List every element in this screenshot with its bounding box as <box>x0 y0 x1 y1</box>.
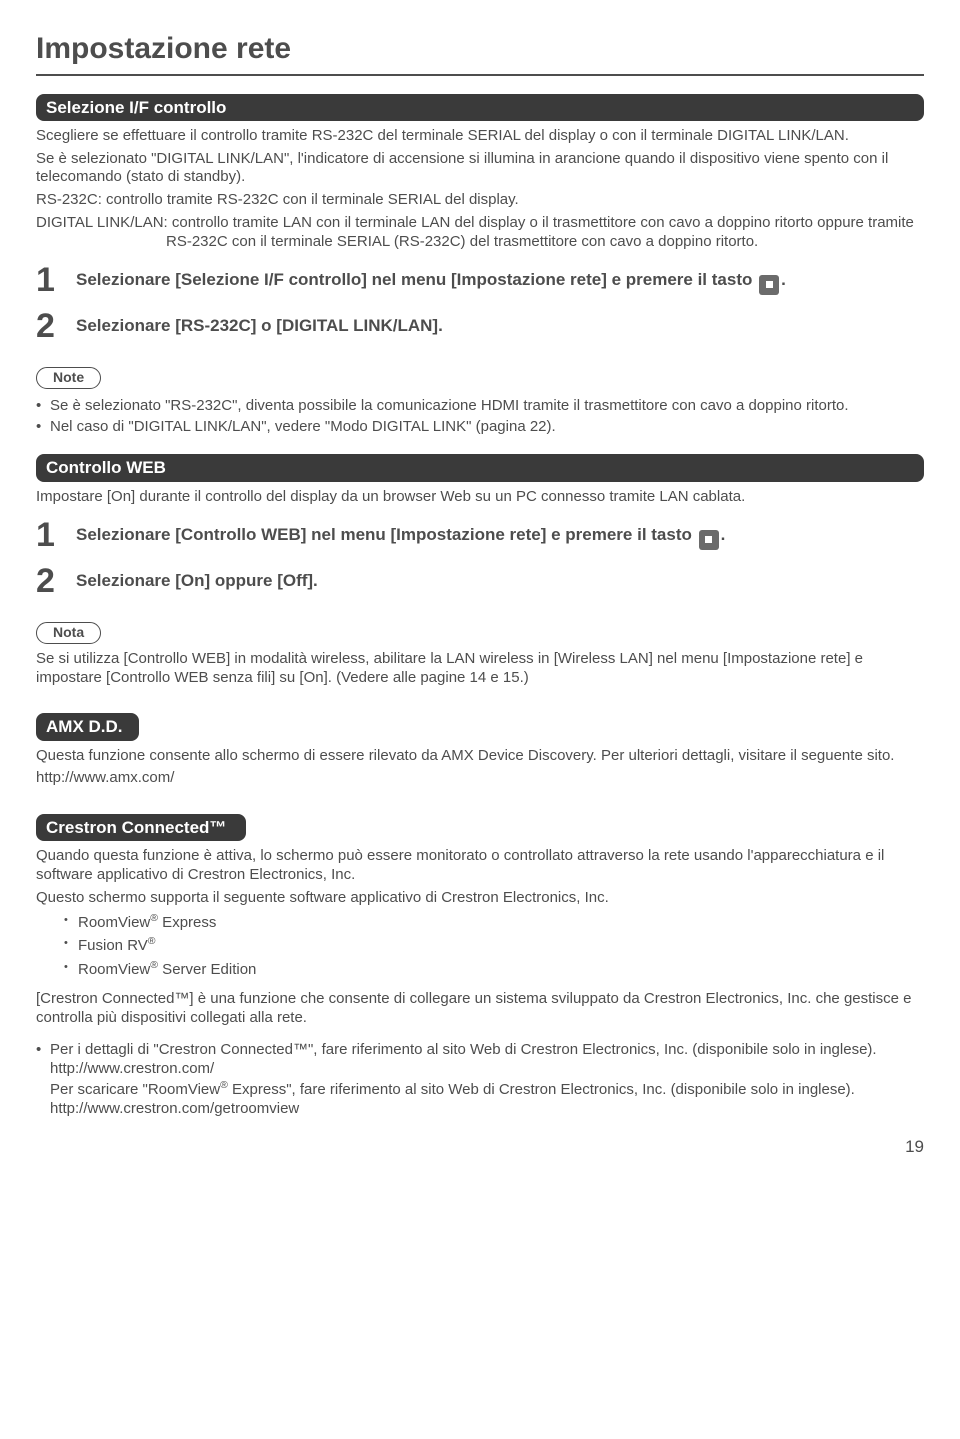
registered-icon: ® <box>220 1079 228 1091</box>
crestron-details: Per i dettagli di "Crestron Connected™",… <box>36 1041 924 1118</box>
sw-name: RoomView <box>78 961 150 978</box>
step-text: Selezionare [Selezione I/F controllo] ne… <box>76 265 786 295</box>
step-text-end: . <box>721 525 726 544</box>
selezione-p2: Se è selezionato "DIGITAL LINK/LAN", l'i… <box>36 150 924 188</box>
selezione-p1: Scegliere se effettuare il controllo tra… <box>36 127 924 146</box>
note-item: Se è selezionato "RS-232C", diventa poss… <box>36 397 924 416</box>
sw-suffix: Express <box>158 914 216 931</box>
title-divider <box>36 74 924 76</box>
page-number: 19 <box>36 1136 924 1157</box>
amx-text: Questa funzione consente allo schermo di… <box>36 747 924 766</box>
crestron-p2: Questo schermo supporta il seguente soft… <box>36 889 924 908</box>
selezione-notes: Se è selezionato "RS-232C", diventa poss… <box>36 397 924 437</box>
sw-name: RoomView <box>78 914 150 931</box>
list-item: RoomView® Server Edition <box>64 959 924 980</box>
detail-text: Per i dettagli di "Crestron Connected™",… <box>50 1041 877 1058</box>
step-text: Selezionare [RS-232C] o [DIGITAL LINK/LA… <box>76 311 443 336</box>
enter-button-icon <box>759 275 779 295</box>
registered-icon: ® <box>148 935 156 947</box>
section-crestron-header: Crestron Connected™ <box>36 814 246 841</box>
page-title: Impostazione rete <box>36 30 924 68</box>
selezione-step-2: 2 Selezionare [RS-232C] o [DIGITAL LINK/… <box>36 311 924 343</box>
crestron-url-2[interactable]: http://www.crestron.com/getroomview <box>50 1100 299 1117</box>
step-text-body: Selezionare [Controllo WEB] nel menu [Im… <box>76 525 692 544</box>
selezione-p3: RS-232C: controllo tramite RS-232C con i… <box>36 191 924 210</box>
section-selezione-header: Selezione I/F controllo <box>36 94 924 121</box>
detail-text-a: Per scaricare "RoomView <box>50 1081 220 1098</box>
list-item: RoomView® Express <box>64 912 924 933</box>
step-number: 2 <box>36 564 76 598</box>
crestron-p3: [Crestron Connected™] è una funzione che… <box>36 990 924 1028</box>
web-nota-text: Se si utilizza [Controllo WEB] in modali… <box>36 650 924 688</box>
web-step-1: 1 Selezionare [Controllo WEB] nel menu [… <box>36 520 924 552</box>
web-step-2: 2 Selezionare [On] oppure [Off]. <box>36 566 924 598</box>
step-number: 1 <box>36 263 76 297</box>
amx-url[interactable]: http://www.amx.com/ <box>36 769 924 788</box>
crestron-p1: Quando questa funzione è attiva, lo sche… <box>36 847 924 885</box>
selezione-step-1: 1 Selezionare [Selezione I/F controllo] … <box>36 265 924 297</box>
sw-suffix: Server Edition <box>158 961 256 978</box>
selezione-p4: DIGITAL LINK/LAN: controllo tramite LAN … <box>36 214 924 252</box>
step-number: 2 <box>36 309 76 343</box>
list-item: Fusion RV® <box>64 935 924 956</box>
section-amx-header: AMX D.D. <box>36 713 139 740</box>
crestron-url-1[interactable]: http://www.crestron.com/ <box>50 1060 214 1077</box>
detail-text-b: Express", fare riferimento al sito Web d… <box>228 1081 855 1098</box>
list-item: Per i dettagli di "Crestron Connected™",… <box>36 1041 924 1118</box>
registered-icon: ® <box>150 912 158 924</box>
section-web-header: Controllo WEB <box>36 454 924 481</box>
crestron-software-list: RoomView® Express Fusion RV® RoomView® S… <box>64 912 924 980</box>
enter-button-icon <box>699 530 719 550</box>
step-text-end: . <box>781 270 786 289</box>
step-number: 1 <box>36 518 76 552</box>
step-text: Selezionare [On] oppure [Off]. <box>76 566 318 591</box>
sw-name: Fusion RV <box>78 937 148 954</box>
web-intro: Impostare [On] durante il controllo del … <box>36 488 924 507</box>
nota-pill: Nota <box>36 622 101 644</box>
note-item: Nel caso di "DIGITAL LINK/LAN", vedere "… <box>36 418 924 437</box>
step-text-body: Selezionare [Selezione I/F controllo] ne… <box>76 270 752 289</box>
registered-icon: ® <box>150 959 158 971</box>
note-pill: Note <box>36 367 101 389</box>
step-text: Selezionare [Controllo WEB] nel menu [Im… <box>76 520 725 550</box>
